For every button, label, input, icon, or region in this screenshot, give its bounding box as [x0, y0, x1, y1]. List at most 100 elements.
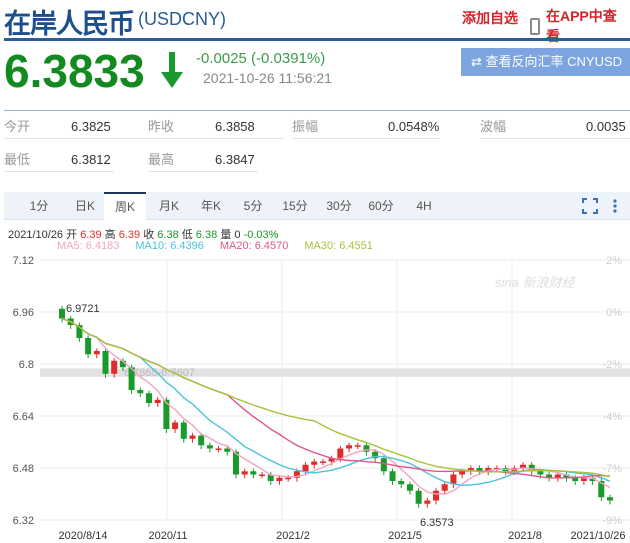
info-close-label: 收: [143, 229, 155, 241]
price-change: -0.0025 (-0.0391%): [196, 50, 326, 67]
candle-info: 2021/10/26 开 6.39 高 6.39 收 6.38 低 6.38 量…: [8, 226, 278, 242]
candle-body: [433, 490, 440, 501]
tab-5min[interactable]: 5分: [243, 199, 263, 213]
right-tick-label: -9%: [602, 515, 622, 527]
price-band: [40, 368, 630, 377]
candle-body: [319, 461, 326, 463]
tab-weekly[interactable]: 周K: [104, 192, 146, 220]
candle-body: [354, 445, 361, 447]
stat-label: 昨收: [148, 119, 175, 134]
candle-body: [154, 399, 161, 403]
candle-body: [554, 474, 561, 478]
stat-value: 6.3847: [215, 152, 255, 167]
candle-body: [520, 464, 527, 468]
tab-1min[interactable]: 1分: [29, 199, 49, 213]
x-tick-label: 2021/5: [388, 530, 422, 542]
tab-yearly[interactable]: 年K: [200, 199, 221, 213]
candle-body: [389, 471, 396, 481]
reverse-rate-button[interactable]: ⇄ 查看反向汇率 CNYUSD: [461, 48, 630, 76]
candle-body: [441, 484, 448, 491]
arrow-down-icon: [161, 52, 183, 88]
band-label: 6.7865-6.7607: [124, 367, 195, 379]
kline-chart[interactable]: 7.12 2% 6.96 0% 6.8 -2% 6.64 -4% 6.48 -7% 6.32 -9% 2…: [0, 250, 630, 543]
y-tick-label: 7.12: [13, 255, 34, 267]
candle-body: [137, 390, 144, 394]
candle-body: [467, 468, 474, 472]
candle-body: [172, 422, 179, 429]
stat-low: 最低 6.3812: [4, 148, 114, 172]
candle-body: [111, 360, 118, 374]
stat-label: 最低: [4, 152, 31, 167]
candle-body: [59, 308, 65, 319]
tab-15min[interactable]: 15分: [282, 199, 308, 213]
stat-label: 波幅: [480, 119, 507, 134]
candle-body: [76, 325, 83, 338]
ma30-label: MA30: 6.4551: [304, 240, 373, 252]
ma20-label: MA20: 6.4570: [219, 240, 289, 252]
info-vol: 0: [234, 229, 241, 241]
right-tick-label: -4%: [602, 411, 622, 423]
candle-body: [206, 445, 213, 449]
info-high-label: 高: [104, 229, 116, 241]
candle-body: [580, 477, 587, 481]
ma5-label: MA5: 6.4183: [57, 240, 120, 252]
ma5-line: [61, 317, 611, 495]
stat-amplitude: 振幅 0.0548%: [292, 115, 440, 139]
stat-value: 6.3858: [215, 119, 255, 134]
tab-60min[interactable]: 60分: [368, 199, 394, 213]
candle-body: [198, 435, 205, 446]
y-tick-label: 6.96: [13, 307, 34, 319]
stat-value: 6.3812: [71, 152, 111, 167]
candle-body: [145, 393, 152, 403]
quote-time: 2021-10-26 11:56:21: [203, 70, 332, 86]
x-tick-label: 2021/8: [508, 530, 542, 542]
candle-body: [85, 338, 92, 355]
candle-body: [546, 474, 553, 478]
y-tick-label: 6.32: [13, 515, 34, 527]
candle-body: [250, 471, 257, 475]
tab-4h[interactable]: 4H: [416, 199, 432, 213]
right-tick-label: 2%: [606, 255, 622, 267]
max-label: 6.9721: [66, 303, 100, 315]
right-tick-label: -2%: [602, 359, 622, 371]
x-tick-label: 2020/11: [149, 530, 188, 542]
watermark-logo: sina 新浪财经: [495, 275, 576, 290]
divider: [4, 38, 630, 41]
stat-label: 最高: [148, 152, 175, 167]
candle-body: [285, 477, 292, 480]
y-tick-label: 6.48: [13, 463, 34, 475]
info-vol-label: 量: [220, 229, 232, 241]
candle-body: [189, 435, 196, 439]
stat-value: 0.0548%: [388, 119, 440, 134]
candle-body: [589, 477, 596, 481]
stat-value: 6.3825: [71, 119, 111, 134]
candle-body: [607, 497, 613, 501]
stat-prev-close: 昨收 6.3858: [148, 115, 258, 139]
candle-body: [180, 422, 187, 439]
candle-body: [406, 484, 413, 491]
info-low: 6.38: [195, 229, 218, 241]
ma10-label: MA10: 6.4396: [135, 240, 204, 252]
candle-body: [563, 474, 570, 478]
stat-value: 0.0035: [586, 119, 626, 134]
x-tick-label: 2021/2: [276, 530, 310, 542]
tab-30min[interactable]: 30分: [326, 199, 352, 213]
y-tick-label: 6.64: [13, 411, 34, 423]
candle-body: [380, 458, 387, 472]
period-tabs: 1分 日K 周K 月K 年K 5分 15分 30分 60分 4H: [4, 192, 630, 220]
info-open-label: 开: [66, 229, 78, 241]
candle-body: [363, 445, 370, 452]
candle-body: [276, 477, 283, 481]
candle-body: [224, 448, 231, 452]
more-vertical-icon[interactable]: [612, 198, 618, 214]
candle-body: [572, 477, 579, 481]
add-favorite-link[interactable]: 添加自选: [462, 10, 518, 26]
candle-body: [337, 448, 344, 459]
candle-body: [232, 451, 239, 475]
tab-monthly[interactable]: 月K: [158, 199, 179, 213]
info-high: 6.39: [118, 229, 141, 241]
tab-daily[interactable]: 日K: [74, 199, 95, 213]
stat-open: 今开 6.3825: [4, 115, 284, 139]
right-tick-label: 0%: [606, 307, 622, 319]
fullscreen-icon[interactable]: [582, 198, 598, 214]
